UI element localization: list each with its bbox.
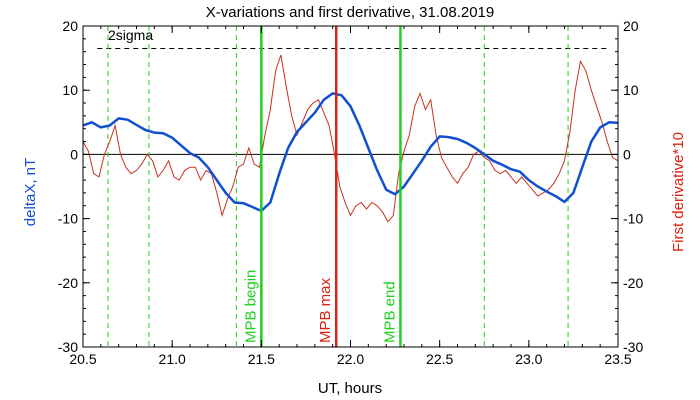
chart-title: X-variations and first derivative, 31.08…	[206, 4, 495, 21]
x-tick-label-6: 23.5	[604, 351, 631, 367]
y-tick-label-left-3: 0	[70, 146, 78, 162]
mpb-label-0: MPB begin	[242, 270, 259, 343]
y-tick-label-left-1: -20	[58, 275, 78, 291]
y-tick-label-left-0: -30	[58, 339, 78, 355]
deltax-series-group	[83, 92, 618, 213]
x-tick-label-2: 21.5	[248, 351, 275, 367]
x-axis-label: UT, hours	[318, 380, 382, 397]
y-tick-label-right-3: 0	[623, 146, 631, 162]
derivative-series-group	[83, 54, 618, 223]
y-tick-label-right-1: -20	[623, 275, 643, 291]
y-axis-label-right: First derivative*10	[670, 132, 687, 252]
x-tick-label-4: 22.5	[426, 351, 453, 367]
x-tick-label-0: 20.5	[69, 351, 96, 367]
x-tick-label-5: 23.0	[515, 351, 542, 367]
sigma-label: 2sigma	[108, 27, 153, 43]
y-tick-label-left-5: 20	[62, 18, 78, 34]
y-tick-label-right-4: 10	[623, 82, 639, 98]
mpb-label-1: MPB max	[317, 277, 334, 343]
y-tick-label-right-0: -30	[623, 339, 643, 355]
deltax-line	[83, 92, 618, 213]
y-tick-label-left-4: 10	[62, 82, 78, 98]
mpb-lines-group: MPB begin MPB max MPB end	[242, 26, 402, 347]
x-tick-label-3: 22.0	[337, 351, 364, 367]
mpb-label-2: MPB end	[381, 281, 398, 343]
x-tick-label-1: 21.0	[159, 351, 186, 367]
y-tick-label-right-5: 20	[623, 18, 639, 34]
y-tick-label-left-2: -10	[58, 211, 78, 227]
derivative-line	[83, 54, 618, 223]
y-axis-label-left: deltaX, nT	[22, 158, 39, 226]
tick-group: 20.5 21.0 21.5 22.0 22.5 23.0 23.5-30 -30-20 -20…	[58, 18, 644, 367]
y-tick-label-right-2: -10	[623, 211, 643, 227]
